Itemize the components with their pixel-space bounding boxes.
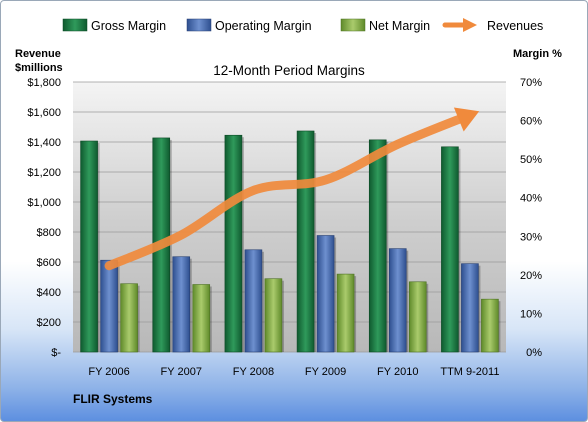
y-left-tick-label: $600 (37, 257, 61, 269)
bar-net-margin (481, 298, 499, 353)
legend-swatch-gross-margin (62, 18, 88, 32)
bars (80, 130, 501, 353)
y-left-tick-label: $800 (37, 227, 61, 239)
bar-net-margin (120, 283, 138, 353)
legend-arrowhead-revenues (463, 18, 477, 32)
y-left-title-line1: Revenue (15, 48, 61, 60)
bar-gross-margin (296, 130, 315, 353)
x-tick-label: FY 2007 (161, 366, 202, 378)
bar-net-margin (408, 281, 427, 353)
y-right-ticks: 0% 10% 20% 30% 40% 50% 60% 70% (520, 77, 542, 359)
bar-gross-margin (441, 146, 459, 353)
bar-operating-margin (388, 248, 407, 353)
y-left-ticks: $- $200 $400 $600 $800 $1,000 $1,200 $1,400 $1,6… (27, 77, 61, 359)
x-axis-ticks: FY 2006 FY 2007 FY 2008 FY 2009 FY 2010 TTM 9… (88, 366, 499, 378)
bar-net-margin (192, 284, 211, 353)
bar-operating-margin (172, 256, 191, 353)
legend-item-revenues: Revenues (442, 18, 543, 33)
revenue-arrowhead (453, 107, 480, 132)
legend-item-gross-margin: Gross Margin (62, 18, 166, 33)
y-right-tick-label: 70% (520, 77, 542, 89)
x-tick-label: FY 2006 (88, 366, 129, 378)
y-right-tick-label: 60% (520, 116, 542, 128)
legend-label-net-margin: Net Margin (369, 19, 430, 33)
y-left-tick-label: $1,000 (27, 197, 61, 209)
y-right-title: Margin % (513, 48, 562, 60)
chart-title: 12-Month Period Margins (213, 63, 365, 78)
bar-operating-margin (244, 249, 263, 353)
y-left-tick-label: $1,200 (27, 167, 61, 179)
y-right-tick-label: 20% (520, 270, 542, 282)
y-right-tick-label: 0% (526, 347, 542, 359)
bar-net-margin (264, 278, 283, 353)
legend: Gross Margin Operating Margin Net Margin… (62, 18, 543, 33)
y-right-tick-label: 50% (520, 154, 542, 166)
x-tick-label: FY 2010 (377, 366, 418, 378)
y-right-tick-label: 30% (520, 231, 542, 243)
y-right-tick-label: 10% (520, 308, 542, 320)
y-right-tick-label: 40% (520, 193, 542, 205)
legend-swatch-net-margin (340, 18, 366, 32)
bar-gross-margin (224, 134, 243, 353)
legend-label-operating-margin: Operating Margin (215, 19, 312, 33)
y-left-tick-label: $1,400 (27, 137, 61, 149)
bar-gross-margin (368, 139, 387, 353)
bar-net-margin (336, 273, 355, 353)
y-left-tick-label: $1,600 (27, 107, 61, 119)
legend-swatch-operating-margin (186, 18, 212, 32)
x-tick-label: TTM 9-2011 (440, 366, 499, 378)
y-left-tick-label: $200 (37, 317, 61, 329)
y-left-tick-label: $1,800 (27, 77, 61, 89)
y-left-tick-label: $- (51, 347, 61, 359)
bar-gross-margin (80, 140, 98, 353)
legend-item-net-margin: Net Margin (340, 18, 430, 33)
legend-label-gross-margin: Gross Margin (91, 19, 166, 33)
x-tick-label: FY 2009 (305, 366, 346, 378)
bar-operating-margin (100, 259, 118, 353)
x-tick-label: FY 2008 (233, 366, 274, 378)
revenue-line-path (104, 110, 475, 271)
gridlines (73, 81, 506, 353)
y-left-title-line2: $millions (15, 62, 63, 74)
legend-item-operating-margin: Operating Margin (186, 18, 312, 33)
legend-label-revenues: Revenues (487, 19, 543, 33)
bar-operating-margin (461, 263, 479, 353)
footer-company: FLIR Systems (73, 392, 153, 406)
bar-operating-margin (316, 235, 335, 353)
revenue-line (104, 107, 480, 271)
y-left-tick-label: $400 (37, 287, 61, 299)
